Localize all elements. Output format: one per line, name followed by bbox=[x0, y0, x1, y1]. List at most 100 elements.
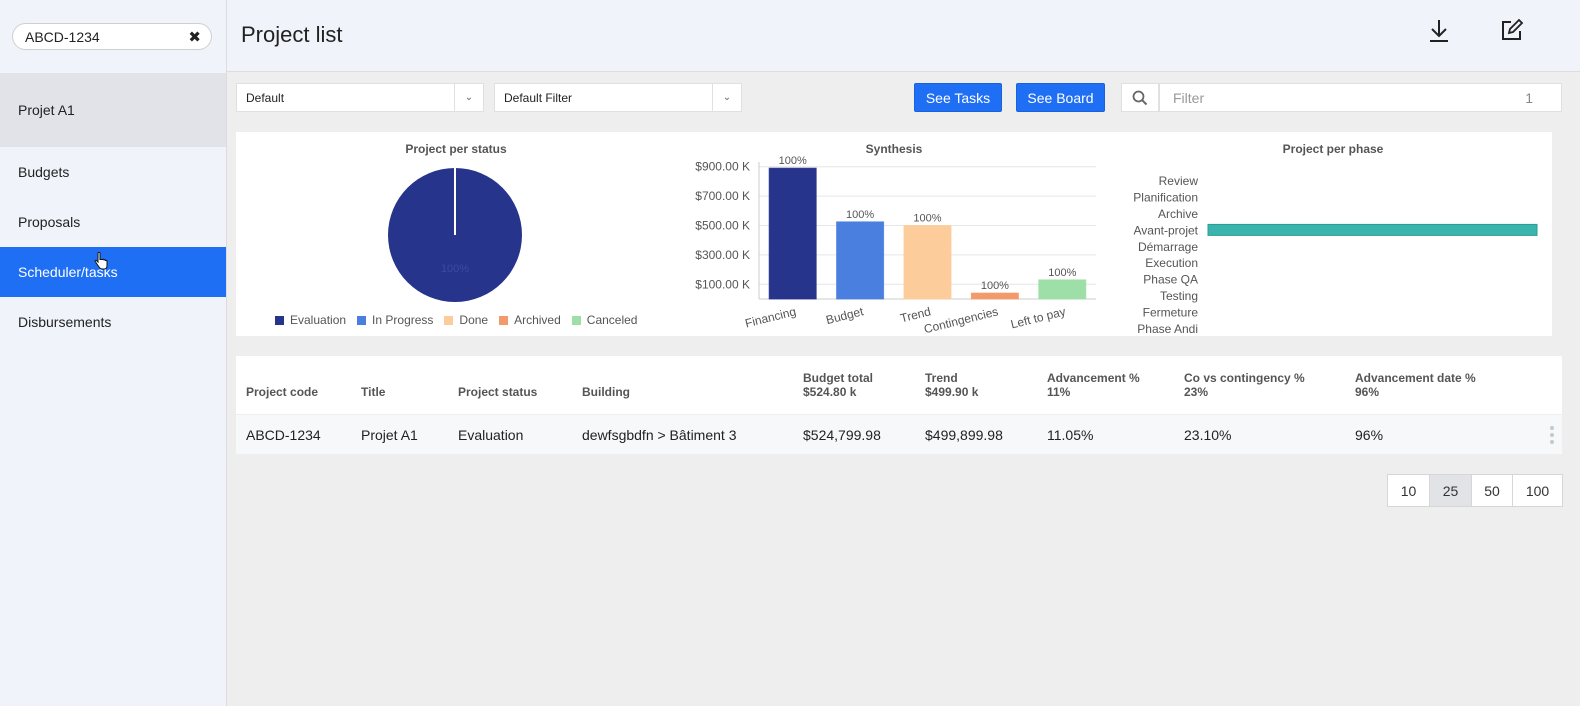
synthesis-chart-title: Synthesis bbox=[865, 142, 923, 156]
cell-advancement: 11.05% bbox=[1047, 427, 1094, 443]
column-header-project-code[interactable]: Project code bbox=[246, 385, 319, 399]
selected-project[interactable]: Projet A1 bbox=[0, 73, 226, 147]
phase-bar bbox=[1207, 223, 1538, 236]
search-icon-button[interactable] bbox=[1121, 83, 1159, 112]
column-header-advancement-date[interactable]: Advancement date % 96% bbox=[1355, 371, 1476, 399]
column-header-building[interactable]: Building bbox=[582, 385, 630, 399]
sidebar-item-label: Disbursements bbox=[18, 314, 112, 330]
cell-co-vs-contingency: 23.10% bbox=[1184, 427, 1232, 443]
legend-item-archived[interactable]: Archived bbox=[499, 313, 561, 327]
page-header: Project list bbox=[227, 0, 1580, 72]
phase-label: Archive bbox=[1158, 207, 1198, 221]
phase-label: Testing bbox=[1160, 289, 1198, 303]
phase-label: Avant-projet bbox=[1134, 223, 1199, 237]
legend-label: Canceled bbox=[586, 313, 638, 327]
filter-select[interactable]: Default Filter ⌄ bbox=[494, 83, 742, 112]
legend-item-evaluation[interactable]: Evaluation bbox=[275, 313, 346, 327]
bar-data-label: 100% bbox=[1048, 267, 1076, 279]
y-tick-label: $300.00 K bbox=[695, 248, 750, 262]
sidebar-item-budgets[interactable]: Budgets bbox=[0, 147, 226, 197]
bar-data-label: 100% bbox=[846, 209, 874, 221]
column-header-budget-total[interactable]: Budget total $524.80 k bbox=[803, 371, 873, 399]
sidebar-item-proposals[interactable]: Proposals bbox=[0, 197, 226, 247]
phase-label: Phase Andi bbox=[1137, 322, 1198, 336]
column-header-co-vs-contingency[interactable]: Co vs contingency % 23% bbox=[1184, 371, 1305, 399]
clear-icon[interactable]: ✖ bbox=[188, 28, 201, 46]
filter-count: 1 bbox=[1525, 90, 1533, 106]
bar-financing bbox=[768, 167, 817, 300]
search-icon bbox=[1132, 90, 1148, 105]
see-board-button[interactable]: See Board bbox=[1016, 83, 1105, 112]
page-size-10[interactable]: 10 bbox=[1387, 474, 1430, 507]
cell-advancement-date: 96% bbox=[1355, 427, 1384, 443]
hand-cursor-icon bbox=[94, 252, 108, 270]
column-header-advancement[interactable]: Advancement % 11% bbox=[1047, 371, 1140, 399]
status-chart-title: Project per status bbox=[405, 142, 507, 156]
legend-swatch bbox=[499, 315, 509, 325]
legend-label: Archived bbox=[514, 313, 561, 327]
legend-swatch bbox=[357, 315, 367, 325]
status-legend: Evaluation In Progress Done Archived Can… bbox=[275, 313, 648, 327]
view-select-value: Default bbox=[246, 90, 285, 105]
view-select[interactable]: Default ⌄ bbox=[236, 83, 484, 112]
bar-contingencies bbox=[970, 292, 1019, 300]
pie-data-label: 100% bbox=[441, 263, 469, 275]
page-size-25[interactable]: 25 bbox=[1429, 474, 1472, 507]
filter-input[interactable]: Filter 1 bbox=[1159, 83, 1562, 112]
phase-label: Fermeture bbox=[1143, 305, 1199, 319]
bar-data-label: 100% bbox=[981, 280, 1009, 292]
y-tick-label: $700.00 K bbox=[695, 189, 750, 203]
legend-label: Evaluation bbox=[290, 313, 347, 327]
bar-data-label: 100% bbox=[913, 213, 941, 225]
sidebar-item-scheduler-tasks[interactable]: Scheduler/tasks bbox=[0, 247, 226, 297]
project-search-value[interactable]: ABCD-1234 bbox=[25, 28, 100, 45]
bar-left-to-pay bbox=[1038, 279, 1087, 300]
legend-swatch bbox=[275, 315, 284, 325]
chevron-down-icon[interactable]: ⌄ bbox=[712, 84, 741, 111]
sidebar-item-disbursements[interactable]: Disbursements bbox=[0, 297, 226, 347]
legend-label: In Progress bbox=[372, 313, 434, 327]
more-vertical-icon[interactable] bbox=[1550, 426, 1554, 444]
legend-item-in-progress[interactable]: In Progress bbox=[357, 313, 433, 327]
page-size-selector: 10 25 50 100 bbox=[1387, 474, 1563, 507]
page-size-100[interactable]: 100 bbox=[1512, 474, 1563, 507]
x-tick-label: Financing bbox=[744, 304, 798, 330]
edit-icon[interactable] bbox=[1499, 17, 1525, 43]
cell-trend: $499,899.98 bbox=[925, 427, 1003, 443]
charts-svg: 100% $900.00 K $700.00 K $500.00 K $300.00 K… bbox=[388, 155, 1538, 336]
phase-label: Phase QA bbox=[1143, 273, 1198, 287]
x-tick-label: Left to pay bbox=[1009, 304, 1067, 331]
legend-item-done[interactable]: Done bbox=[444, 313, 488, 327]
phase-label: Démarrage bbox=[1138, 240, 1198, 254]
y-tick-label: $900.00 K bbox=[695, 160, 750, 174]
legend-swatch bbox=[571, 315, 581, 325]
filter-placeholder: Filter bbox=[1173, 89, 1205, 106]
cell-budget-total: $524,799.98 bbox=[803, 427, 881, 443]
sidebar-item-label: Scheduler/tasks bbox=[18, 264, 118, 280]
project-table: Project code Title Project status Buildi… bbox=[236, 356, 1562, 454]
column-header-project-status[interactable]: Project status bbox=[458, 385, 538, 399]
bar-budget bbox=[836, 221, 885, 300]
filter-select-value: Default Filter bbox=[504, 90, 573, 105]
see-tasks-button[interactable]: See Tasks bbox=[914, 83, 1002, 112]
chevron-down-icon[interactable]: ⌄ bbox=[454, 84, 483, 111]
bar-trend bbox=[903, 225, 952, 300]
cell-project-status: Evaluation bbox=[458, 427, 524, 443]
sidebar-item-label: Budgets bbox=[18, 164, 70, 180]
legend-item-canceled[interactable]: Canceled bbox=[571, 313, 638, 327]
y-tick-label: $500.00 K bbox=[695, 219, 750, 233]
y-tick-label: $100.00 K bbox=[695, 277, 750, 291]
table-row[interactable]: ABCD-1234 Projet A1 Evaluation dewfsgbdf… bbox=[236, 414, 1562, 454]
page-size-50[interactable]: 50 bbox=[1471, 474, 1513, 507]
cell-title: Projet A1 bbox=[361, 427, 418, 443]
legend-swatch bbox=[444, 315, 454, 325]
cell-project-code: ABCD-1234 bbox=[246, 427, 321, 443]
column-header-title[interactable]: Title bbox=[361, 385, 386, 399]
legend-label: Done bbox=[459, 313, 489, 327]
download-icon[interactable] bbox=[1426, 17, 1452, 43]
project-search-input[interactable]: ABCD-1234 ✖ bbox=[12, 23, 212, 50]
phase-label: Planification bbox=[1133, 191, 1198, 205]
phase-label: Review bbox=[1159, 174, 1199, 188]
column-header-trend[interactable]: Trend $499.90 k bbox=[925, 371, 979, 399]
phase-chart-title: Project per phase bbox=[1282, 142, 1384, 156]
